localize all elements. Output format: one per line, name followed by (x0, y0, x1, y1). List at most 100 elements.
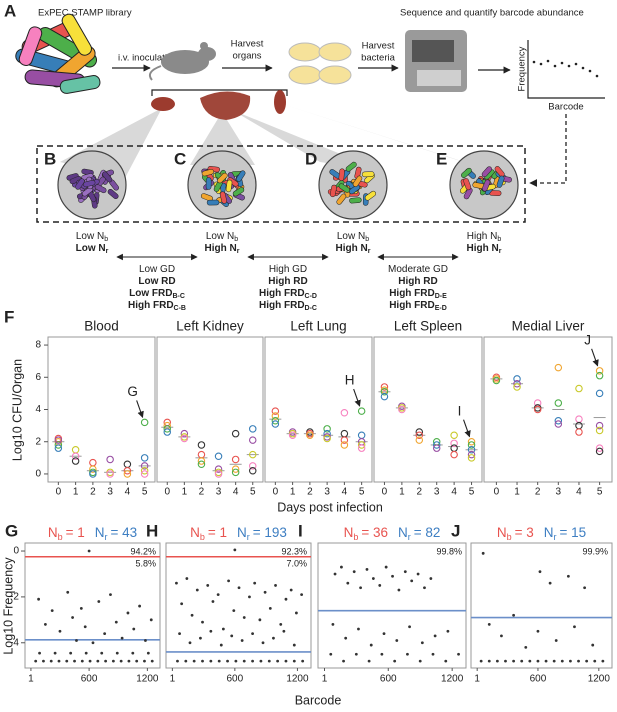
bacterium (83, 179, 96, 188)
title-value: = 1 (208, 525, 227, 540)
data-point (395, 639, 399, 642)
harvest-organs-label: organs (232, 51, 261, 62)
subplot-title: Nb = 1 Nr = 193 (190, 525, 287, 543)
data-point (279, 623, 283, 626)
data-point (352, 570, 356, 574)
data-point (83, 625, 87, 629)
annotation: G (127, 384, 138, 399)
bacterium (352, 175, 363, 187)
panel-label: A (4, 1, 16, 20)
threshold-label: 5.8% (135, 558, 156, 568)
dashed-box (36, 145, 526, 223)
title-sub: b (200, 532, 205, 542)
x-tick-label: 3 (107, 487, 113, 498)
bacterium (94, 184, 107, 194)
data-point (197, 457, 206, 465)
title-value: = 36 (361, 525, 388, 540)
x-tick-label: 4 (576, 487, 582, 498)
data-point (97, 600, 101, 603)
data-point (289, 588, 293, 592)
data-point (180, 434, 189, 443)
y-tick-label: 0 (35, 469, 41, 480)
title-symbol: N (237, 525, 247, 540)
subplot-title: Nb = 3 Nr = 15 (497, 525, 586, 543)
annotation: I (458, 403, 462, 418)
x-tick-label: 1200 (441, 674, 464, 685)
data-point (163, 425, 172, 433)
data-point (378, 584, 382, 587)
condition-label-main: High N (336, 243, 368, 254)
bacterium (225, 179, 233, 193)
data-point (344, 636, 348, 640)
data-point (71, 446, 80, 454)
data-point (365, 567, 369, 571)
title-value: = 3 (515, 525, 534, 540)
condition-label: High Nr (467, 243, 502, 256)
data-point (340, 441, 349, 449)
data-point (240, 639, 244, 642)
data-point (450, 431, 458, 440)
data-point (123, 470, 132, 478)
data-point (58, 629, 62, 633)
data-point (292, 643, 296, 647)
data-point (595, 447, 604, 456)
x-tick-label: 2 (535, 487, 541, 498)
data-point (500, 634, 503, 638)
plot-frame (47, 336, 156, 483)
data-point (106, 455, 114, 464)
barcode-label: Barcode (548, 102, 583, 113)
data-point (221, 627, 225, 631)
title-sub: b (353, 532, 358, 542)
data-point (398, 405, 406, 414)
comparison-label-sub: C-B (174, 305, 186, 312)
data-point (230, 634, 234, 638)
condition-label-main: High N (467, 243, 499, 254)
panel-label: H (146, 521, 158, 540)
library-label: ExPEC STAMP library (38, 8, 132, 19)
x-tick-label: 2 (307, 487, 313, 498)
data-point (512, 659, 516, 663)
data-point (132, 627, 136, 631)
data-point (450, 439, 458, 448)
data-point (219, 643, 223, 647)
bacterium (232, 187, 245, 197)
data-point (120, 636, 124, 640)
y-tick-label: -4 (10, 637, 19, 648)
data-point (100, 651, 104, 655)
data-point (595, 371, 604, 380)
data-point (403, 570, 407, 574)
data-point (197, 460, 206, 469)
x-tick-label: 4 (233, 487, 239, 498)
data-point (214, 465, 223, 473)
data-point (487, 623, 491, 626)
comparison-label: High FRDC-D (259, 288, 317, 301)
data-point (560, 659, 564, 663)
condition-label-sub: b (365, 236, 369, 243)
subplot-title: Medial Liver (512, 319, 585, 334)
bacterium (349, 197, 362, 204)
data-point (248, 450, 257, 459)
data-point (504, 659, 507, 663)
title-symbol: N (344, 525, 354, 540)
x-axis-label: Barcode (295, 693, 342, 707)
x-tick-label: 5 (597, 487, 603, 498)
data-point (467, 454, 476, 462)
data-point (271, 412, 280, 420)
data-point (43, 623, 47, 626)
data-point (248, 595, 251, 599)
data-point (357, 444, 366, 452)
data-point (214, 470, 223, 478)
bacterium (463, 178, 472, 191)
data-point (127, 659, 131, 663)
data-point (333, 572, 337, 576)
data-point (384, 565, 388, 569)
data-point (271, 407, 280, 415)
data-point (50, 609, 54, 613)
data-point (415, 436, 424, 444)
data-point (37, 597, 40, 601)
x-tick-label: 2 (90, 487, 96, 498)
bacterium (75, 178, 85, 190)
x-tick-label: 0 (494, 487, 500, 498)
bacterium (236, 170, 246, 182)
